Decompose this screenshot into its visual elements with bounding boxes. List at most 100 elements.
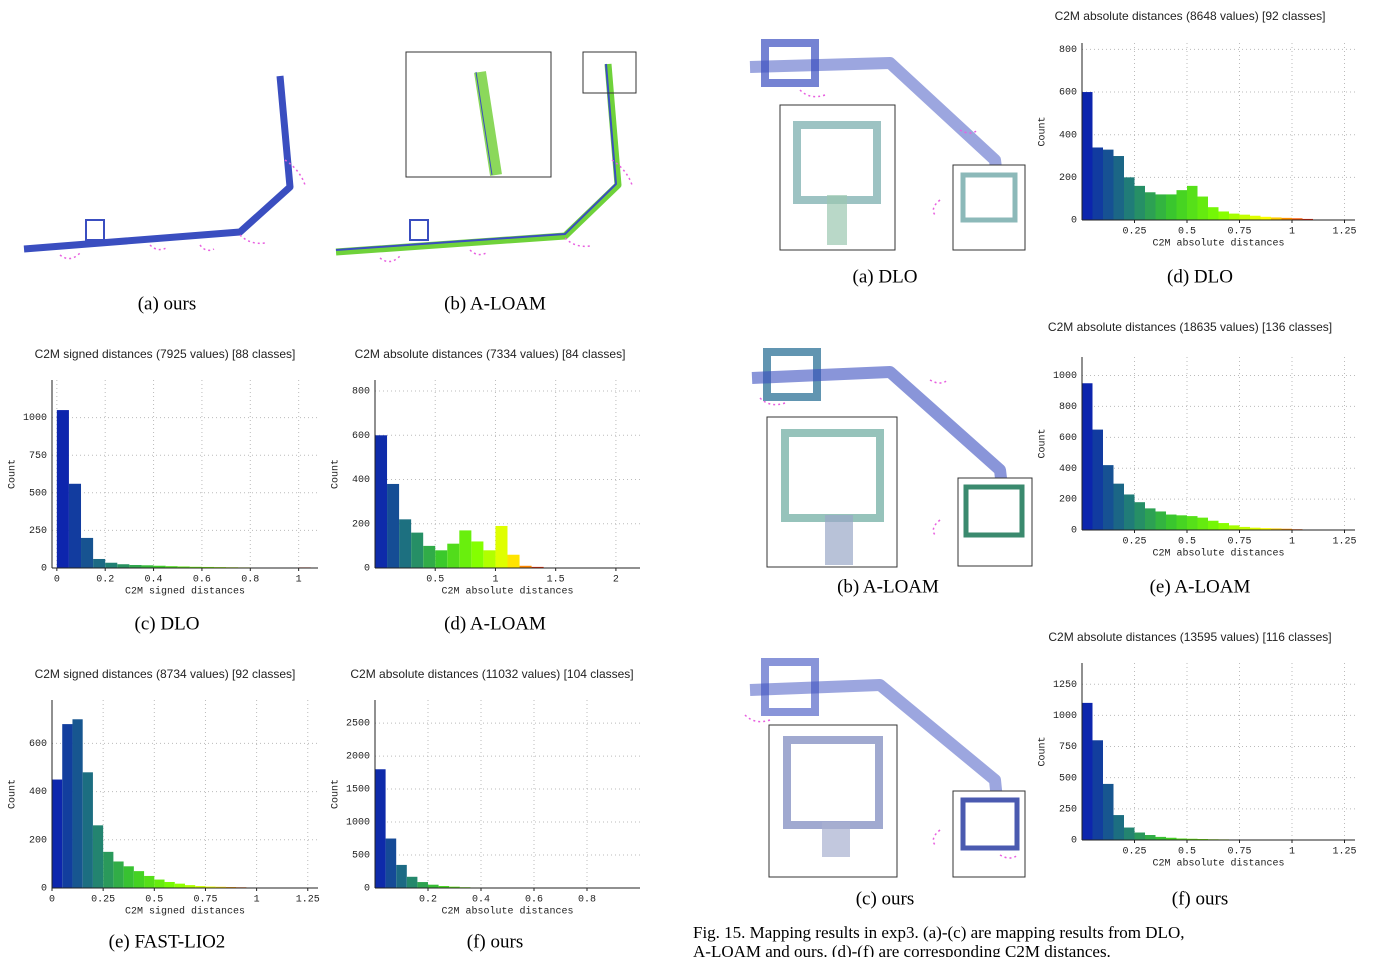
bar	[93, 559, 105, 568]
bar	[113, 861, 123, 888]
x-axis-label: C2M absolute distances	[1152, 238, 1284, 250]
bar	[1124, 177, 1135, 220]
chart-title: C2M signed distances (7925 values) [88 c…	[35, 347, 296, 361]
x-tick-label: 0.8	[578, 895, 596, 906]
y-tick-label: 0	[364, 884, 370, 895]
y-tick-label: 200	[1059, 173, 1077, 184]
bar	[117, 564, 129, 568]
bar	[175, 884, 185, 888]
y-tick-label: 800	[1059, 45, 1077, 56]
caption: (c) ours	[856, 888, 915, 909]
x-axis-label: C2M absolute distances	[441, 906, 573, 918]
y-axis-label: Count	[331, 459, 342, 489]
bar	[399, 519, 411, 568]
y-tick-label: 200	[352, 519, 370, 530]
bar	[386, 839, 397, 888]
y-tick-label: 800	[1059, 402, 1077, 413]
caption: (e) A-LOAM	[1150, 576, 1251, 597]
x-tick-label: 1.25	[1332, 227, 1356, 238]
bar	[1124, 828, 1135, 840]
x-tick-label: 0.25	[1122, 537, 1146, 548]
x-tick-label: 0.75	[193, 895, 217, 906]
x-tick-label: 1	[1289, 847, 1295, 858]
map-aloam-right	[752, 352, 1032, 567]
caption: (c) DLO	[135, 613, 200, 634]
chart-title: C2M absolute distances (18635 values) [1…	[1048, 320, 1332, 334]
y-tick-label: 1000	[1053, 371, 1077, 382]
figure: (a) ours (b) A-LOAM (a) DLO (b) A-LOAM (…	[0, 0, 1380, 957]
y-axis-label: Count	[8, 459, 19, 489]
x-tick-label: 0.75	[1227, 227, 1251, 238]
x-tick-label: 1.5	[547, 575, 565, 586]
bar	[508, 555, 520, 568]
x-tick-label: 0.6	[193, 575, 211, 586]
bar	[423, 546, 435, 568]
bar	[1198, 197, 1209, 220]
bar	[52, 780, 62, 888]
bar	[154, 880, 164, 888]
bar	[1145, 835, 1156, 840]
caption: (a) ours	[138, 293, 197, 314]
bar	[1103, 784, 1114, 840]
bar	[1135, 833, 1146, 840]
y-tick-label: 1500	[346, 785, 370, 796]
bar	[69, 484, 81, 568]
x-tick-label: 0.75	[1227, 847, 1251, 858]
y-tick-label: 1000	[23, 413, 47, 424]
bar	[1114, 484, 1125, 530]
x-tick-label: 1	[1289, 227, 1295, 238]
bar	[1082, 703, 1093, 840]
bar	[105, 563, 117, 568]
bar	[1208, 207, 1219, 220]
x-axis-label: C2M absolute distances	[1152, 548, 1284, 560]
y-tick-label: 600	[1059, 433, 1077, 444]
bar	[1177, 515, 1188, 530]
x-axis-label: C2M absolute distances	[1152, 858, 1284, 870]
map-ours	[24, 76, 305, 259]
caption: (b) A-LOAM	[444, 293, 546, 314]
y-tick-label: 200	[1059, 495, 1077, 506]
bar	[103, 852, 113, 888]
caption: (d) DLO	[1167, 266, 1233, 287]
chart-title: C2M absolute distances (11032 values) [1…	[350, 667, 633, 681]
bar	[1093, 740, 1104, 840]
y-tick-label: 400	[352, 475, 370, 486]
x-tick-label: 0.2	[96, 575, 114, 586]
x-tick-label: 1.25	[296, 895, 320, 906]
x-tick-label: 0.5	[426, 575, 444, 586]
x-tick-label: 0	[54, 575, 60, 586]
x-axis-label: C2M signed distances	[125, 586, 245, 598]
bar	[1208, 521, 1219, 530]
bar	[387, 484, 399, 568]
bar	[1135, 502, 1146, 530]
bar	[134, 871, 144, 888]
x-tick-label: 0.8	[241, 575, 259, 586]
bar	[1145, 192, 1156, 220]
bar	[407, 877, 418, 888]
y-axis-label: Count	[1038, 736, 1049, 766]
y-tick-label: 400	[1059, 464, 1077, 475]
x-tick-label: 1	[1289, 537, 1295, 548]
bar	[83, 772, 93, 888]
bar	[447, 544, 459, 568]
bar	[1219, 211, 1230, 220]
bar	[144, 876, 154, 888]
bar	[417, 882, 428, 888]
bar	[1103, 465, 1114, 530]
y-axis-label: Count	[1038, 428, 1049, 458]
y-tick-label: 1250	[1053, 680, 1077, 691]
y-tick-label: 800	[352, 387, 370, 398]
caption: (f) ours	[1172, 888, 1228, 909]
bar	[1082, 383, 1093, 530]
bar	[1124, 494, 1135, 530]
y-tick-label: 750	[1059, 742, 1077, 753]
bar	[375, 769, 386, 888]
y-tick-label: 0	[364, 564, 370, 575]
chart-title: C2M absolute distances (7334 values) [84…	[355, 347, 626, 361]
bar	[1198, 518, 1209, 530]
map-dlo	[750, 43, 1025, 250]
y-tick-label: 0	[1071, 526, 1077, 537]
bar	[1177, 190, 1188, 220]
bar	[1114, 156, 1125, 220]
x-tick-label: 1	[296, 575, 302, 586]
